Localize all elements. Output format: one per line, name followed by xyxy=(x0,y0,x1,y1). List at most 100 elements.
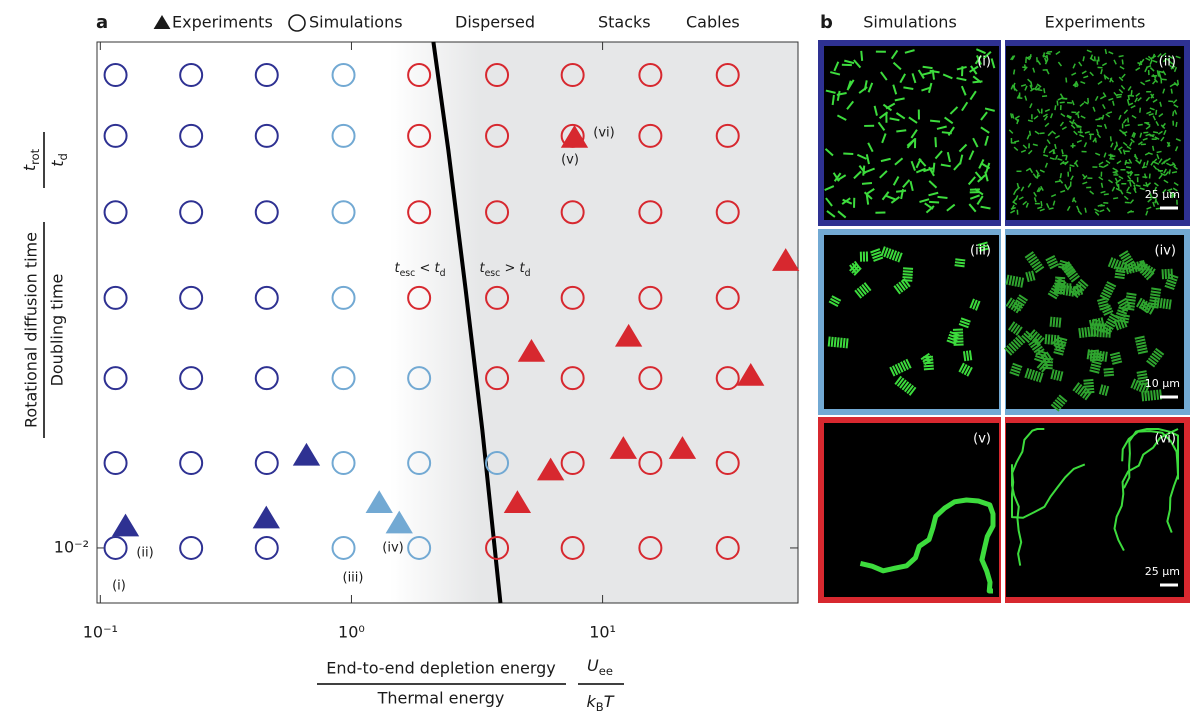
rod xyxy=(1039,132,1045,135)
simulation-point xyxy=(638,535,663,560)
rod xyxy=(1146,111,1152,115)
subscript: d xyxy=(440,268,446,279)
rod xyxy=(1020,277,1025,288)
rod xyxy=(1012,69,1016,75)
rod xyxy=(1126,99,1130,105)
symbol: t xyxy=(394,261,400,276)
rod xyxy=(1103,163,1109,168)
rod xyxy=(1138,379,1149,383)
simulation-point xyxy=(485,535,510,560)
rod xyxy=(1083,101,1089,105)
rod xyxy=(1102,289,1113,296)
micrograph xyxy=(1006,46,1184,220)
rod xyxy=(1120,84,1126,90)
rod xyxy=(1005,297,1013,307)
simulation-point xyxy=(560,285,585,310)
rod xyxy=(1016,182,1020,189)
rod xyxy=(836,90,841,101)
rod xyxy=(1172,99,1178,104)
rod xyxy=(980,205,991,210)
rod xyxy=(1027,329,1036,339)
simulation-point xyxy=(407,285,432,310)
rod xyxy=(1008,343,1017,352)
subscript: d xyxy=(56,153,70,160)
rod xyxy=(1168,299,1172,310)
rod xyxy=(1133,379,1139,390)
rod xyxy=(1036,349,1048,355)
rod xyxy=(1124,159,1128,166)
rod xyxy=(1066,114,1072,118)
rod xyxy=(1111,357,1122,362)
rod xyxy=(896,377,905,387)
rod xyxy=(903,278,911,288)
rod xyxy=(1098,350,1102,362)
rod xyxy=(1162,57,1168,63)
rod xyxy=(1147,357,1158,366)
rod xyxy=(830,71,841,76)
rod xyxy=(1011,55,1016,61)
rod xyxy=(1049,113,1054,119)
rod xyxy=(969,298,975,309)
divider xyxy=(1001,40,1005,226)
experiment-point xyxy=(737,363,765,386)
rod xyxy=(1121,73,1126,79)
rod xyxy=(1083,384,1094,388)
rod xyxy=(831,295,842,302)
rod xyxy=(860,50,864,61)
rod xyxy=(928,180,938,189)
rod xyxy=(1131,131,1135,138)
rod xyxy=(1083,142,1088,148)
rod xyxy=(1007,321,1016,331)
rod xyxy=(1127,170,1133,175)
rod xyxy=(1036,187,1041,193)
rod xyxy=(861,284,870,294)
rod xyxy=(1125,298,1136,302)
simulation-point xyxy=(560,63,585,88)
simulation-point xyxy=(331,535,356,560)
rod xyxy=(1032,143,1038,147)
rod xyxy=(833,337,837,348)
rod xyxy=(1171,171,1178,174)
rod xyxy=(1140,58,1145,64)
rod xyxy=(980,126,990,134)
rod xyxy=(1010,209,1016,214)
rod xyxy=(1056,335,1060,346)
rod xyxy=(1020,149,1027,153)
simulation-point xyxy=(254,451,279,476)
rod xyxy=(1056,396,1066,405)
rod xyxy=(903,267,914,270)
rod xyxy=(1093,351,1104,357)
rod xyxy=(1057,61,1063,67)
rod xyxy=(1164,269,1168,280)
rod xyxy=(1079,387,1088,397)
rod xyxy=(1162,88,1166,94)
rod xyxy=(1109,351,1121,357)
rod xyxy=(1045,351,1053,361)
rod xyxy=(1152,79,1157,85)
rod xyxy=(1070,124,1076,129)
rod xyxy=(1098,161,1104,166)
rod xyxy=(1060,189,1066,193)
rod xyxy=(927,82,933,93)
rod xyxy=(1011,365,1022,371)
simulation-point xyxy=(331,123,356,148)
rod xyxy=(1057,158,1063,161)
rod xyxy=(828,300,839,307)
panel-label: (iv) xyxy=(1155,244,1176,259)
experiment-point xyxy=(503,490,532,514)
simulation-point xyxy=(715,123,740,148)
rod xyxy=(954,264,965,268)
rod xyxy=(1093,56,1096,62)
rod xyxy=(1139,107,1142,113)
rod xyxy=(1155,207,1161,210)
rod xyxy=(1069,164,1075,168)
rod xyxy=(1168,169,1171,175)
rod xyxy=(1089,349,1093,360)
experiment-point xyxy=(615,323,643,347)
rod xyxy=(1015,299,1025,307)
rod xyxy=(1024,85,1028,91)
rod xyxy=(956,65,967,71)
rod xyxy=(970,65,978,75)
legend-label: Dispersed xyxy=(455,13,535,32)
rod xyxy=(895,112,906,120)
